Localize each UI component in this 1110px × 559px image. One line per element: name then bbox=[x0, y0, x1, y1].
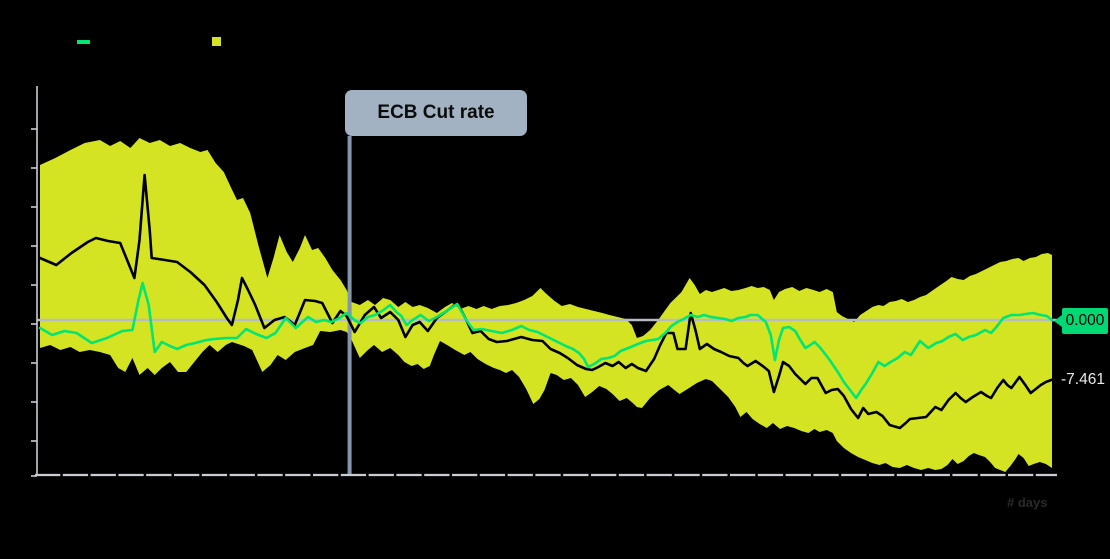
green-series-line bbox=[38, 281, 1054, 400]
last-value-label-green: 0.000 bbox=[1054, 308, 1108, 334]
legend-marker-green-line[interactable] bbox=[77, 40, 90, 44]
annotation-ecb-cut-rate[interactable]: ECB Cut rate bbox=[345, 90, 527, 136]
black-series-line bbox=[38, 173, 1054, 430]
legend-marker-band[interactable] bbox=[212, 37, 221, 46]
minmax-band-area bbox=[40, 138, 1052, 472]
label-pointer-icon bbox=[1054, 315, 1062, 327]
green-value-text: 0.000 bbox=[1065, 312, 1105, 329]
last-value-label-black: -7.461 bbox=[1061, 371, 1105, 388]
x-axis-label: # days bbox=[1007, 495, 1048, 510]
